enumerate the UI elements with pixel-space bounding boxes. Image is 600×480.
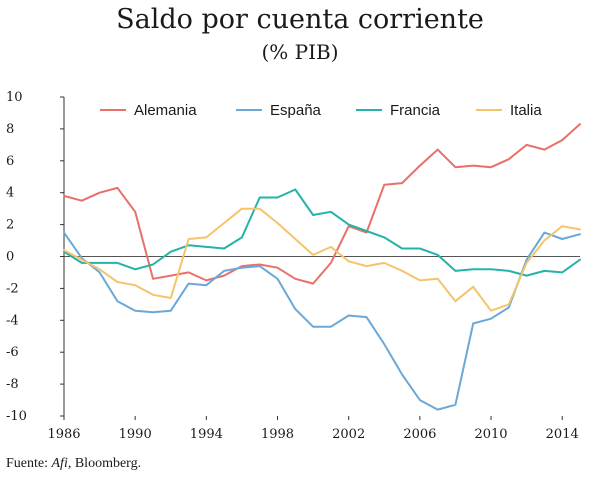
x-tick-label: 1994 bbox=[190, 427, 223, 442]
chart-axes bbox=[63, 97, 580, 416]
source-suffix: , Bloomberg. bbox=[67, 456, 142, 471]
y-tick-label: 6 bbox=[6, 154, 14, 169]
source-note: Fuente: Afi, Bloomberg. bbox=[6, 456, 141, 472]
x-tick-label: 1986 bbox=[47, 427, 80, 442]
y-tick-label: 0 bbox=[6, 250, 14, 265]
chart-title: Saldo por cuenta corriente bbox=[116, 4, 484, 35]
y-tick-label: 2 bbox=[6, 218, 14, 233]
series-line-francia bbox=[63, 188, 581, 277]
y-axis-ticks: -10 -8 -6 -4 -2 0 2 4 6 8 10 bbox=[6, 90, 64, 424]
x-axis-ticks: 1986 1990 1994 1998 2002 2006 2010 2014 bbox=[47, 416, 579, 442]
source-italic: Afi bbox=[51, 456, 68, 471]
series-line-alemania bbox=[63, 123, 581, 285]
series-lines bbox=[63, 123, 581, 411]
x-tick-label: 1990 bbox=[119, 427, 152, 442]
y-tick-label: -10 bbox=[6, 409, 27, 424]
x-tick-label: 1998 bbox=[261, 427, 294, 442]
legend-label-alemania: Alemania bbox=[134, 102, 197, 119]
source-prefix: Fuente: bbox=[6, 456, 52, 471]
legend-label-italia: Italia bbox=[510, 102, 542, 119]
y-tick-label: 10 bbox=[6, 90, 23, 105]
x-tick-label: 2002 bbox=[332, 427, 365, 442]
y-tick-label: 8 bbox=[6, 122, 14, 137]
y-tick-label: -4 bbox=[6, 313, 19, 328]
y-tick-label: -8 bbox=[6, 377, 19, 392]
series-line-italia bbox=[63, 207, 581, 312]
x-tick-label: 2006 bbox=[403, 427, 436, 442]
legend-label-espana: España bbox=[270, 102, 322, 119]
y-tick-label: -6 bbox=[6, 345, 19, 360]
chart-subtitle: (% PIB) bbox=[261, 40, 339, 64]
y-tick-label: 4 bbox=[6, 186, 14, 201]
y-tick-label: -2 bbox=[6, 281, 19, 296]
legend-label-francia: Francia bbox=[390, 102, 441, 119]
x-tick-label: 2014 bbox=[546, 427, 579, 442]
series-line-espana bbox=[63, 231, 581, 411]
chart-legend: Alemania España Francia Italia bbox=[100, 102, 542, 119]
x-tick-label: 2010 bbox=[474, 427, 507, 442]
